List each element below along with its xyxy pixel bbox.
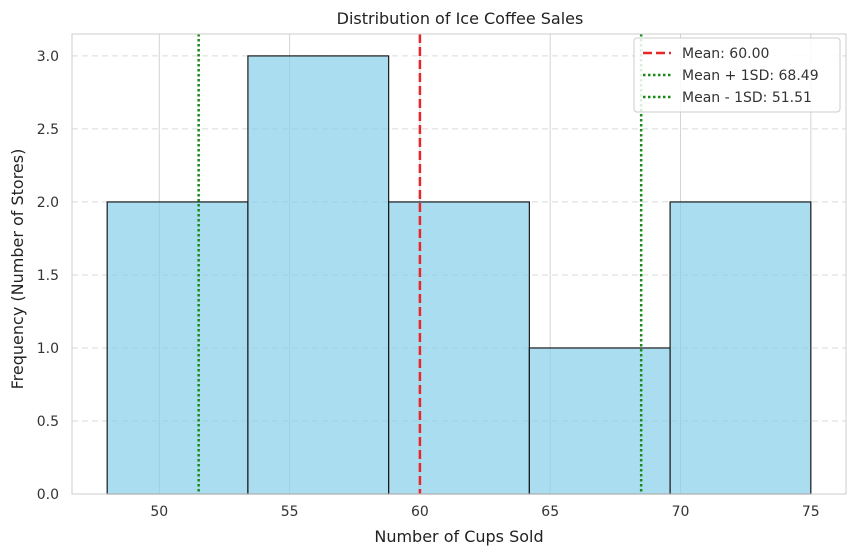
- y-tick-label: 2.0: [37, 195, 59, 211]
- legend-label: Mean - 1SD: 51.51: [682, 90, 812, 106]
- x-tick-label: 50: [150, 504, 168, 520]
- tick-labels: 50 55 60 65 70 75 0.0 0.5 1.0 1.5 2.0 2.5 3.0: [37, 49, 820, 520]
- x-tick-label: 70: [672, 504, 690, 520]
- x-tick-label: 75: [802, 504, 820, 520]
- histogram-bar: [106, 201, 249, 495]
- y-axis-title: Frequency (Number of Stores): [8, 149, 27, 390]
- x-tick-label: 60: [411, 504, 429, 520]
- histogram-bar: [247, 55, 390, 495]
- legend-box: [633, 37, 841, 113]
- legend-label: Mean + 1SD: 68.49: [682, 68, 819, 84]
- x-axis-title: Number of Cups Sold: [374, 527, 543, 546]
- histogram-bar: [669, 201, 812, 495]
- plot-area-frame: [71, 33, 847, 495]
- chart-title: Distribution of Ice Coffee Sales: [337, 9, 584, 28]
- legend: Mean: 60.00 Mean + 1SD: 68.49 Mean - 1SD: …: [633, 37, 841, 113]
- y-tick-label: 2.5: [37, 122, 59, 138]
- x-tick-label: 55: [281, 504, 299, 520]
- y-tick-label: 0.5: [37, 414, 59, 430]
- histogram-bars: [106, 55, 812, 495]
- histogram-bar: [528, 347, 671, 495]
- y-tick-label: 3.0: [37, 49, 59, 65]
- legend-label: Mean: 60.00: [682, 46, 769, 62]
- x-tick-label: 65: [541, 504, 559, 520]
- y-tick-label: 1.5: [37, 268, 59, 284]
- y-tick-label: 0.0: [37, 487, 59, 503]
- y-tick-label: 1.0: [37, 341, 59, 357]
- histogram-bar: [388, 201, 530, 495]
